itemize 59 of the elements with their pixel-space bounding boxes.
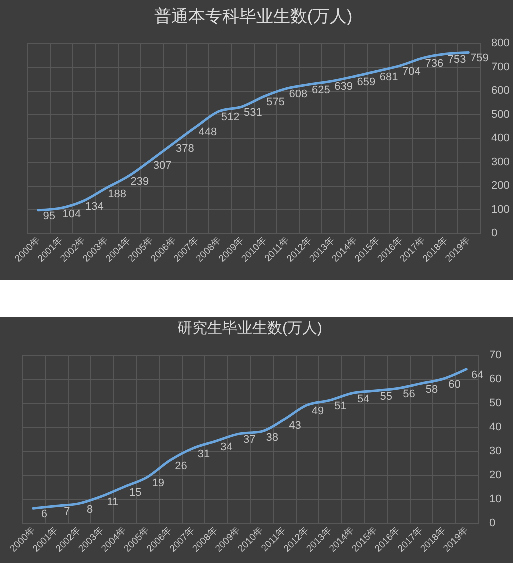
data-label: 43 (289, 420, 302, 432)
y-tick-label: 800 (492, 38, 510, 50)
data-label: 38 (266, 432, 279, 444)
data-label: 26 (175, 460, 188, 473)
data-label: 681 (380, 71, 398, 84)
data-label: 307 (153, 160, 172, 172)
y-tick-label: 20 (490, 470, 502, 482)
data-label: 659 (357, 76, 376, 88)
data-label: 60 (448, 379, 461, 391)
data-label: 8 (86, 504, 94, 516)
data-label: 608 (289, 88, 308, 101)
data-label: 64 (471, 369, 484, 382)
data-label: 95 (43, 210, 56, 222)
data-label: 49 (312, 405, 324, 418)
data-label: 575 (266, 96, 286, 108)
y-tick-label: 10 (490, 494, 502, 506)
chart-title: 普通本专科毕业生数(万人) (154, 7, 353, 26)
data-label: 378 (176, 143, 194, 156)
y-tick-label: 70 (490, 350, 502, 362)
data-label: 736 (425, 58, 444, 70)
y-tick-label: 500 (492, 108, 510, 121)
data-label: 625 (312, 84, 330, 97)
data-label: 639 (334, 81, 353, 94)
data-label: 7 (64, 506, 70, 518)
data-label: 134 (85, 201, 104, 214)
y-tick-label: 700 (492, 61, 510, 74)
data-label: 753 (448, 54, 466, 66)
y-tick-label: 50 (490, 398, 502, 410)
data-label: 531 (244, 106, 262, 119)
data-label: 239 (130, 176, 150, 188)
data-label: 104 (62, 208, 82, 220)
y-tick-label: 600 (492, 85, 510, 97)
y-tick-label: 100 (492, 204, 510, 216)
data-label: 37 (243, 434, 256, 446)
data-label: 6 (41, 508, 48, 521)
data-label: 448 (198, 126, 218, 139)
y-tick-label: 200 (492, 180, 510, 192)
y-tick-label: 0 (490, 518, 496, 530)
data-label: 11 (107, 496, 119, 509)
data-label: 54 (357, 393, 370, 406)
data-label: 58 (426, 384, 438, 396)
data-label: 31 (198, 448, 210, 461)
y-tick-label: 300 (492, 156, 510, 168)
y-tick-label: 40 (490, 422, 502, 434)
data-label: 188 (108, 188, 126, 200)
y-tick-label: 30 (490, 446, 502, 458)
data-label: 19 (152, 477, 165, 490)
y-tick-label: 0 (492, 228, 498, 240)
data-label: 15 (129, 487, 142, 499)
y-tick-label: 400 (492, 132, 510, 144)
data-label: 704 (402, 66, 421, 78)
data-label: 55 (380, 391, 393, 403)
chart-title: 研究生毕业生数(万人) (178, 320, 322, 337)
y-tick-label: 60 (490, 374, 502, 386)
data-label: 512 (221, 111, 240, 124)
data-label: 51 (334, 400, 347, 413)
data-label: 56 (403, 388, 416, 401)
data-label: 759 (470, 52, 489, 65)
data-label: 34 (220, 441, 233, 454)
